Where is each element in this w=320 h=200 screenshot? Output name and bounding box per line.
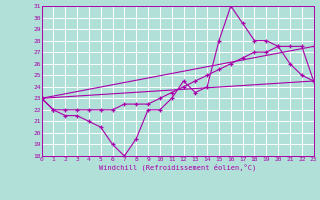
X-axis label: Windchill (Refroidissement éolien,°C): Windchill (Refroidissement éolien,°C) (99, 164, 256, 171)
